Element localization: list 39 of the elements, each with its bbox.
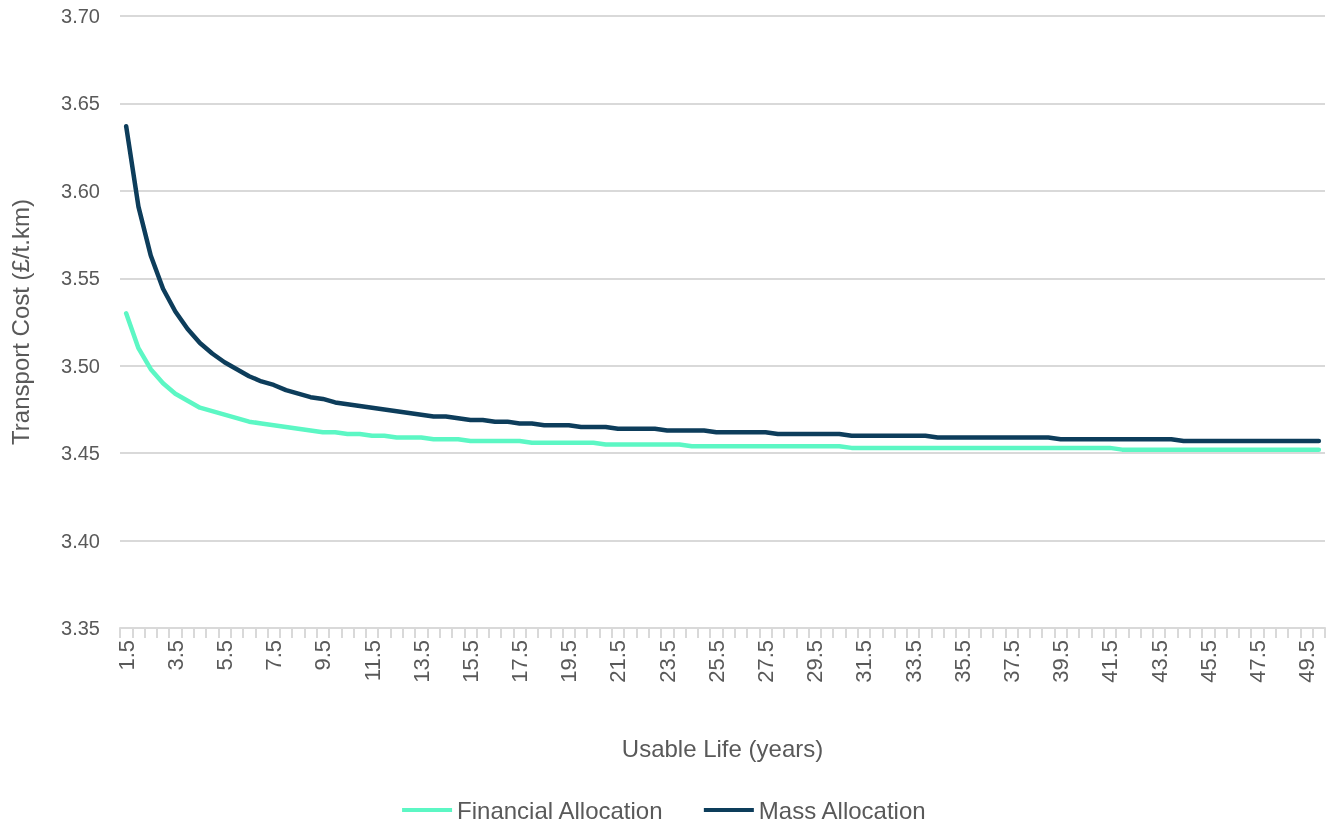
- x-tick-label: 45.5: [1195, 640, 1221, 683]
- y-tick-label: 3.55: [61, 267, 100, 290]
- y-tick-label: 3.60: [61, 179, 100, 202]
- x-tick-label: 21.5: [605, 640, 631, 683]
- x-tick-label: 9.5: [310, 640, 336, 671]
- y-tick-label: 3.65: [61, 92, 100, 115]
- x-tick-label: 31.5: [851, 640, 877, 683]
- legend-label: Mass Allocation: [758, 796, 926, 824]
- x-tick-label: 11.5: [359, 640, 385, 682]
- x-tick-label: 17.5: [507, 640, 533, 683]
- x-tick-label: 39.5: [1048, 640, 1074, 683]
- line-series: [123, 311, 1322, 452]
- x-axis-title: Usable Life (years): [621, 734, 824, 762]
- x-tick-label: 33.5: [900, 640, 926, 683]
- x-tick-label: 47.5: [1244, 640, 1270, 683]
- legend-label: Financial Allocation: [457, 796, 663, 824]
- x-tick-label: 23.5: [654, 640, 680, 683]
- x-tick-label: 25.5: [703, 640, 729, 683]
- x-tick-label: 43.5: [1146, 640, 1172, 683]
- y-tick-label: 3.45: [61, 442, 100, 465]
- x-tick-label: 3.5: [162, 640, 188, 671]
- x-tick-label: 27.5: [753, 640, 779, 683]
- x-tick-label: 49.5: [1294, 640, 1320, 683]
- y-tick-label: 3.70: [61, 5, 100, 27]
- x-tick-label: 37.5: [998, 640, 1024, 683]
- x-tick-label: 19.5: [556, 640, 582, 683]
- x-tick-label: 35.5: [949, 640, 975, 683]
- x-tick-label: 1.5: [113, 640, 139, 671]
- y-tick-label: 3.35: [61, 617, 100, 639]
- y-tick-label: 3.50: [61, 354, 100, 377]
- x-tick-label: 7.5: [261, 640, 287, 671]
- y-axis-title: Transport Cost (£/t.km): [6, 199, 34, 445]
- x-tick-label: 15.5: [457, 640, 483, 683]
- x-tick-label: 41.5: [1097, 640, 1123, 683]
- x-tick-label: 5.5: [212, 640, 238, 671]
- line-series: [123, 123, 1322, 444]
- x-tick-label: 29.5: [802, 640, 828, 683]
- y-tick-label: 3.40: [61, 529, 100, 552]
- x-tick-label: 13.5: [408, 640, 434, 683]
